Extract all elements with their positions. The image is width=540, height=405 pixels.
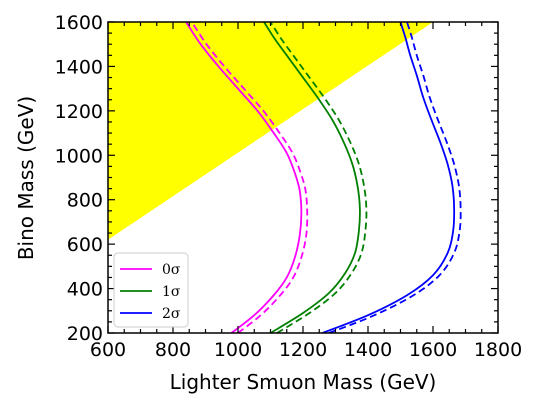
x-tick-label: 800 xyxy=(155,339,191,361)
x-tick-label: 1800 xyxy=(474,339,522,361)
excluded-region xyxy=(108,22,433,240)
x-tick-label: 600 xyxy=(90,339,126,361)
y-tick-label: 800 xyxy=(67,190,103,212)
series-2-dashed-line xyxy=(328,22,462,333)
y-tick-label: 1400 xyxy=(55,56,103,78)
x-tick-label: 1400 xyxy=(344,339,392,361)
x-tick-label: 1000 xyxy=(214,339,262,361)
x-axis-label: Lighter Smuon Mass (GeV) xyxy=(170,370,437,394)
legend-box xyxy=(113,252,189,328)
series-1-solid-line xyxy=(263,22,361,333)
legend-label-0: 0σ xyxy=(162,262,181,278)
series-0-dashed-line xyxy=(191,22,309,333)
y-tick-label: 400 xyxy=(67,279,103,301)
y-tick-label: 200 xyxy=(67,323,103,345)
tick-label-layer: 600 800 1000 1200 1400 1600 1800 200 400 600 800 10… xyxy=(55,12,523,361)
y-axis-label: Bino Mass (GeV) xyxy=(14,96,38,260)
excluded-region-layer xyxy=(108,22,433,240)
x-tick-label: 1200 xyxy=(279,339,327,361)
y-tick-label: 1200 xyxy=(55,101,103,123)
curve-layer xyxy=(185,22,462,333)
legend-label-2: 2σ xyxy=(162,306,181,322)
legend: 0σ 1σ 2σ xyxy=(113,252,189,328)
legend-label-1: 1σ xyxy=(162,284,181,300)
series-0-solid-line xyxy=(185,22,303,333)
y-tick-label: 600 xyxy=(67,234,103,256)
y-tick-label: 1600 xyxy=(55,12,103,34)
series-1-dashed-line xyxy=(269,22,368,333)
x-tick-label: 1600 xyxy=(409,339,457,361)
y-tick-label: 1000 xyxy=(55,145,103,167)
series-2-solid-line xyxy=(322,22,456,333)
tick-layer xyxy=(107,21,499,334)
